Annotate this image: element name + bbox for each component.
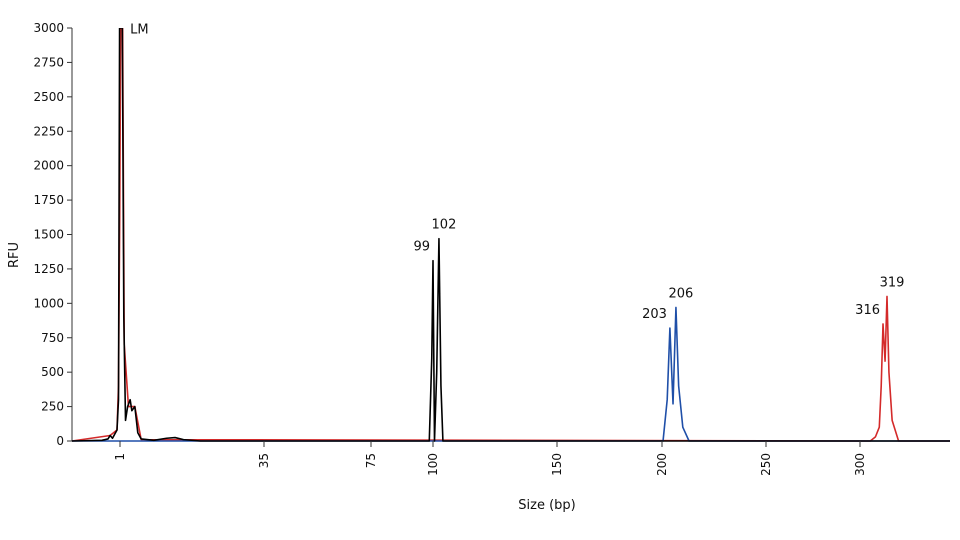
peak-label: 316 (855, 303, 880, 318)
y-tick-label: 1250 (33, 262, 64, 276)
peak-label: 203 (642, 307, 667, 322)
y-tick-label: 3000 (33, 21, 64, 35)
x-tick-label: 75 (364, 453, 378, 468)
y-tick-label: 750 (41, 331, 64, 345)
peak-label: 319 (880, 275, 905, 290)
y-axis-label: RFU (7, 242, 22, 268)
y-tick-label: 2500 (33, 90, 64, 104)
y-tick-label: 0 (56, 434, 64, 448)
y-tick-label: 2000 (33, 159, 64, 173)
x-tick-label: 150 (550, 453, 564, 476)
trace (72, 28, 950, 442)
plot-area (72, 28, 950, 442)
peak-label: 99 (413, 240, 430, 255)
trace (72, 306, 950, 442)
y-tick-label: 1000 (33, 296, 64, 310)
x-tick-label: 300 (853, 453, 867, 476)
x-tick-label: 1 (113, 453, 127, 461)
y-tick-label: 2750 (33, 55, 64, 69)
trace (72, 28, 950, 442)
peak-label: 102 (432, 218, 457, 233)
x-tick-label: 250 (759, 453, 773, 476)
peak-label: 206 (669, 286, 694, 301)
y-tick-label: 1500 (33, 228, 64, 242)
x-tick-label: 200 (655, 453, 669, 476)
y-tick-label: 500 (41, 365, 64, 379)
x-tick-label: 35 (257, 453, 271, 468)
y-tick-label: 1750 (33, 193, 64, 207)
x-tick-label: 100 (426, 453, 440, 476)
peak-label: LM (130, 23, 148, 38)
y-tick-label: 2250 (33, 124, 64, 138)
x-axis-label: Size (bp) (518, 498, 575, 513)
y-tick-label: 250 (41, 400, 64, 414)
